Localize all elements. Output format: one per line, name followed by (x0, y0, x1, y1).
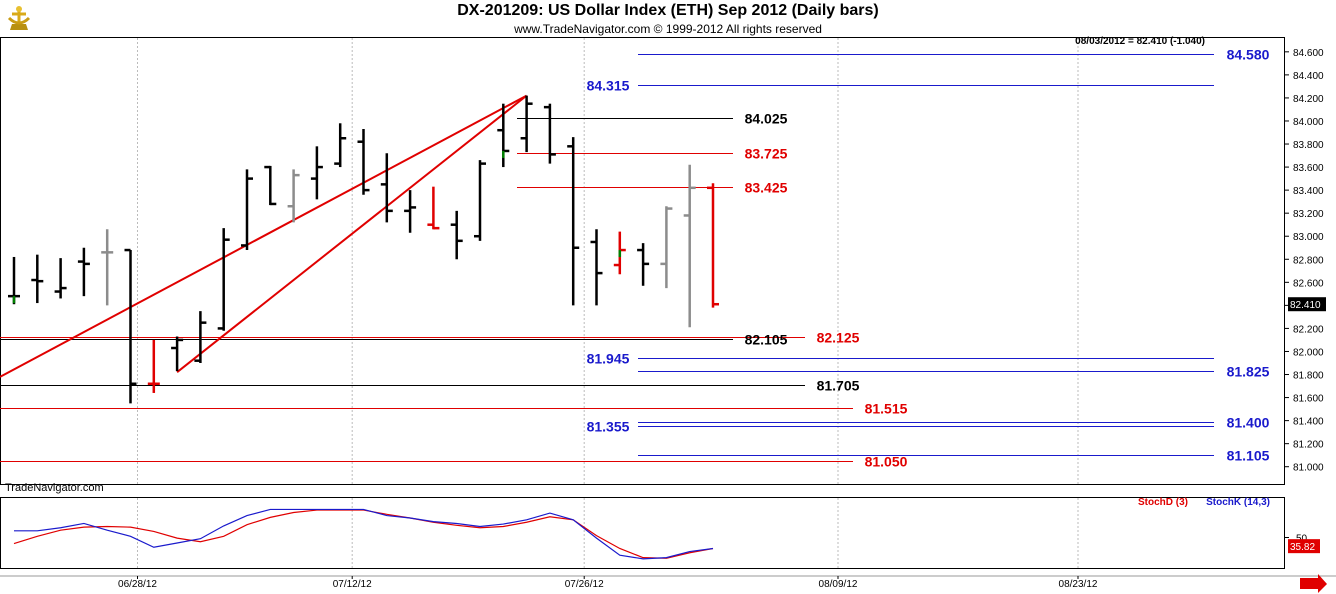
trend-line (0, 94, 528, 378)
stoch-line (13, 509, 714, 559)
axis-labels: 84.600 84.400 84.200 84.000 83.800 83.600 83.4… (118, 48, 1326, 590)
ohlc-bar (637, 243, 650, 286)
stoch-last-value-box (1288, 539, 1320, 554)
ohlc-bar (380, 153, 393, 223)
ohlc-bar (8, 256, 20, 305)
price-bars (8, 95, 719, 404)
date-axis-label: 07/26/12 (565, 579, 604, 590)
level-label: 81.400 (1227, 415, 1270, 431)
date-axis-label: 06/28/12 (118, 579, 157, 590)
stoch-last-value-label: 35.82 (1290, 542, 1315, 553)
price-axis-label: 83.600 (1293, 163, 1324, 174)
ohlc-bar (450, 210, 463, 260)
price-axis-label: 83.400 (1293, 186, 1324, 197)
price-axis-label: 83.000 (1293, 232, 1324, 243)
date-axis-label: 08/23/12 (1059, 579, 1098, 590)
ohlc-bar (543, 103, 556, 164)
stoch-axis-label: 50 (1296, 534, 1308, 545)
stoch-panel-border (0, 497, 1285, 569)
price-axis-label: 84.600 (1293, 48, 1324, 59)
chart-frame (0, 37, 1336, 577)
ohlc-bar (707, 183, 719, 308)
level-label: 84.315 (587, 78, 630, 94)
level-label: 81.825 (1227, 364, 1270, 380)
level-label: 81.355 (587, 419, 630, 435)
ohlc-bar (427, 186, 440, 230)
price-axis-label: 81.800 (1293, 371, 1324, 382)
stoch-legend-k: StochK (14,3) (1206, 497, 1270, 508)
ohlc-bar (660, 206, 673, 289)
level-label: 81.705 (817, 378, 860, 394)
ohlc-bar (171, 336, 184, 372)
level-label: 83.425 (745, 180, 788, 196)
chart-gridlines (137, 38, 1079, 568)
price-axis-label: 84.200 (1293, 94, 1324, 105)
date-axis-label: 08/09/12 (819, 579, 858, 590)
level-label: 81.945 (587, 351, 630, 367)
price-axis-label: 84.400 (1293, 71, 1324, 82)
price-axis-label: 82.800 (1293, 255, 1324, 266)
ohlc-bar (194, 311, 207, 363)
level-label: 82.125 (817, 330, 860, 346)
ohlc-bar (567, 137, 580, 306)
level-label: 81.050 (865, 454, 908, 470)
price-axis-label: 82.000 (1293, 347, 1324, 358)
price-axis-label: 81.000 (1293, 463, 1324, 474)
ohlc-bar (683, 164, 696, 328)
ohlc-bar (101, 229, 114, 306)
scroll-right-arrow-icon[interactable] (1300, 574, 1327, 593)
price-panel-border (0, 37, 1285, 485)
ohlc-bar (334, 123, 347, 168)
ohlc-bar (241, 169, 253, 251)
ohlc-bar (357, 129, 370, 195)
last-bar-readout: 08/03/2012 = 82.410 (-1.040) (1075, 36, 1205, 47)
ohlc-bar (54, 258, 67, 299)
level-label: 81.105 (1227, 448, 1270, 464)
level-label: 84.025 (745, 111, 788, 127)
level-label: 82.105 (745, 332, 788, 348)
ohlc-bar (287, 169, 300, 223)
level-label: 81.515 (865, 401, 908, 417)
page-title: DX-201209: US Dollar Index (ETH) Sep 201… (457, 2, 879, 19)
ohlc-bar (264, 165, 277, 206)
price-axis-label: 82.600 (1293, 278, 1324, 289)
watermark-text: TradeNavigator.com (5, 482, 104, 494)
level-label: 84.580 (1227, 47, 1270, 63)
trend-lines (0, 94, 528, 378)
ohlc-bar (590, 229, 603, 306)
price-axis-label: 83.800 (1293, 140, 1324, 151)
ohlc-bar (613, 231, 626, 275)
price-axis-label: 81.200 (1293, 440, 1324, 451)
ohlc-bar (404, 190, 417, 233)
ohlc-bar (497, 103, 510, 168)
navigator-logo-icon (6, 4, 32, 34)
stoch-line (14, 508, 714, 560)
ohlc-bar (310, 146, 323, 200)
price-axis-label: 81.400 (1293, 417, 1324, 428)
ohlc-bar (217, 228, 230, 331)
ohlc-bar (474, 160, 486, 241)
stoch-legend-d: StochD (3) (1138, 497, 1188, 508)
level-lines: 84.580 84.315 84.025 83.725 83.425 82.125 82.1… (0, 47, 1270, 470)
ohlc-bar (31, 254, 44, 304)
price-axis-label: 83.200 (1293, 209, 1324, 220)
price-axis-label: 84.000 (1293, 117, 1324, 128)
price-axis-label: 81.600 (1293, 394, 1324, 405)
ohlc-bar (77, 247, 90, 297)
last-price-label: 82.410 (1290, 300, 1321, 311)
ohlc-bar (520, 95, 533, 153)
price-axis-label: 82.200 (1293, 324, 1324, 335)
date-axis-label: 07/12/12 (333, 579, 372, 590)
ohlc-bar (147, 339, 160, 393)
level-label: 83.725 (745, 146, 788, 162)
last-price-box (1288, 297, 1326, 312)
ohlc-bar (124, 248, 137, 404)
copyright-subtitle: www.TradeNavigator.com © 1999-2012 All r… (514, 22, 822, 36)
trend-line (176, 94, 528, 373)
